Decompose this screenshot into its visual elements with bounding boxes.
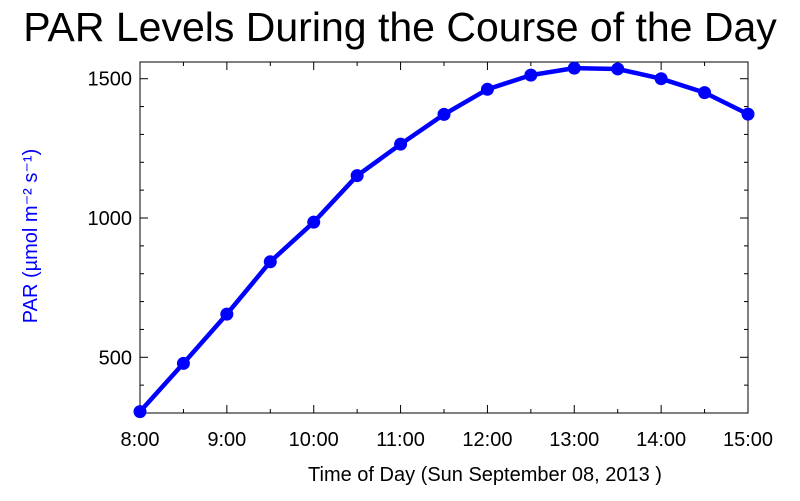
y-tick-label: 1500 [88,69,133,91]
x-tick-label: 12:00 [462,429,512,451]
data-point [611,62,625,76]
x-tick-label: 9:00 [207,429,246,451]
data-point [133,405,147,419]
x-tick-label: 13:00 [549,429,599,451]
data-point [524,68,538,82]
x-axis-label: Time of Day (Sun September 08, 2013 ) [308,464,662,486]
ticks: 8:00 9:00 10:00 11:00 12:00 13:00 14:00 15:00 50… [88,62,773,451]
x-tick-label: 8:00 [121,429,160,451]
x-tick-label: 15:00 [723,429,773,451]
data-point [394,137,408,151]
chart-title: PAR Levels During the Course of the Day [23,4,777,50]
data-point [654,72,668,86]
y-axis-label: PAR (µmol m⁻² s⁻¹) [20,149,42,323]
data-point [480,82,494,96]
data-point [698,86,712,100]
data-point [263,255,277,269]
data-point [176,356,190,370]
series-layer [133,61,755,419]
data-point [567,61,581,75]
y-tick-label: 1000 [88,208,133,230]
y-tick-label: 500 [99,347,132,369]
x-tick-label: 14:00 [636,429,686,451]
data-point [437,107,451,121]
x-tick-label: 10:00 [289,429,339,451]
x-tick-label: 11:00 [376,429,425,451]
data-point [741,107,755,121]
data-point [307,215,321,229]
data-point [220,307,234,321]
data-point [350,169,364,183]
